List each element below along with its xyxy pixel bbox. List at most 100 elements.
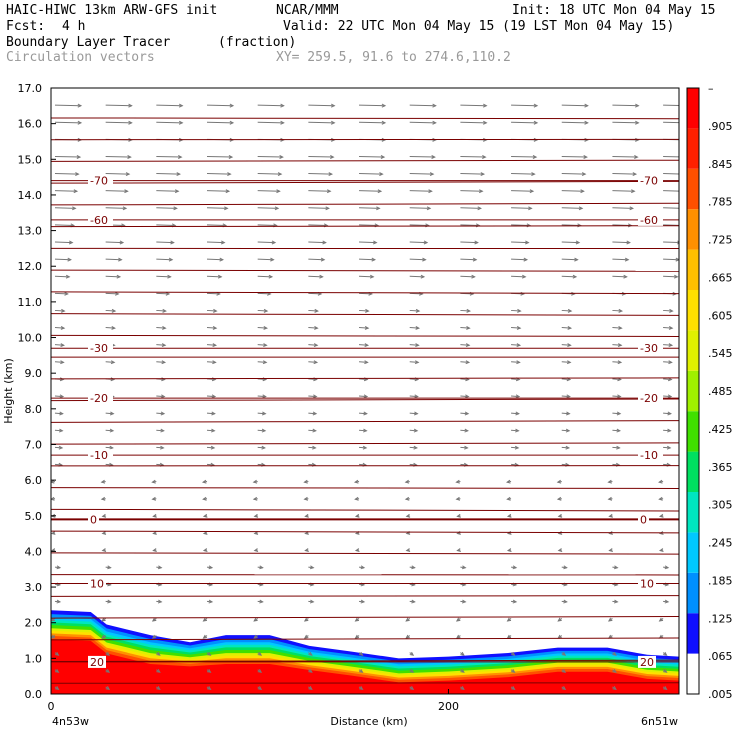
circulation-vector-head xyxy=(162,308,167,313)
circulation-vector xyxy=(257,361,267,363)
circulation-vector-head xyxy=(77,103,83,108)
circulation-vector-head xyxy=(303,617,309,622)
circulation-vector xyxy=(54,207,76,209)
circulation-vector xyxy=(308,361,317,363)
circulation-vector-head xyxy=(474,240,479,245)
circulation-vector-head xyxy=(312,394,318,399)
circulation-vector-head xyxy=(303,479,308,484)
colorbar-swatch xyxy=(687,492,699,533)
colorbar-label: .725 xyxy=(708,234,733,247)
circulation-vector-head xyxy=(73,189,79,194)
circulation-vector-head xyxy=(213,308,218,313)
circulation-vector xyxy=(663,190,679,192)
circulation-vector-head xyxy=(162,325,167,330)
circulation-vector-head xyxy=(529,189,535,194)
circulation-vector-head xyxy=(360,565,366,570)
temperature-contour xyxy=(51,552,679,555)
circulation-vector-head xyxy=(561,651,567,656)
circulation-vector-head xyxy=(565,428,571,433)
circulation-vector xyxy=(54,173,79,175)
circulation-vector xyxy=(359,258,375,261)
circulation-vector-head xyxy=(456,548,461,552)
circulation-vector-head xyxy=(304,513,309,518)
contour-label-bg xyxy=(88,449,113,462)
circulation-vector-head xyxy=(511,668,516,673)
circulation-vector xyxy=(54,275,70,278)
temperature-contour xyxy=(51,117,679,120)
circulation-vector-head xyxy=(320,257,326,262)
circulation-vector-head xyxy=(376,206,381,211)
circulation-vector xyxy=(308,224,328,226)
circulation-vector xyxy=(156,224,176,226)
circulation-vector-head xyxy=(581,172,587,177)
circulation-vector xyxy=(308,344,318,346)
circulation-vector-head xyxy=(212,360,217,365)
circulation-vector xyxy=(409,207,431,209)
circulation-vector-head xyxy=(322,240,327,245)
circulation-vector xyxy=(409,104,436,107)
circulation-vector xyxy=(105,361,115,363)
y-tick-label: 15.0 xyxy=(18,153,43,166)
circulation-vector-head xyxy=(363,428,368,433)
circulation-vector-head xyxy=(567,308,573,313)
circulation-vector-head xyxy=(666,445,672,450)
circulation-vector-head xyxy=(578,206,584,211)
circulation-vector-head xyxy=(360,599,366,604)
y-tick-label: 7.0 xyxy=(25,438,43,451)
circulation-vector xyxy=(359,275,374,278)
circulation-vector xyxy=(612,155,638,158)
colorbar-swatch xyxy=(687,653,699,694)
circulation-vector-head xyxy=(151,634,157,639)
plot-frame xyxy=(50,87,680,695)
circulation-vector-head xyxy=(257,668,263,673)
circulation-vector-head xyxy=(116,274,122,279)
circulation-vector-head xyxy=(414,394,419,399)
circulation-vector xyxy=(460,309,470,312)
circulation-vector xyxy=(206,258,223,261)
y-tick-label: 2.0 xyxy=(25,617,43,630)
circulation-vector xyxy=(156,309,166,312)
circulation-vector xyxy=(663,207,679,209)
circulation-vector xyxy=(409,241,428,244)
circulation-vector-head xyxy=(668,325,674,330)
circulation-vector-head xyxy=(405,513,411,518)
circulation-vector xyxy=(460,446,468,449)
circulation-vector xyxy=(54,258,71,261)
circulation-vector-head xyxy=(59,411,64,416)
x-left-end-label: 4n53w xyxy=(52,715,89,728)
circulation-vector-head xyxy=(217,274,223,279)
circulation-vector xyxy=(359,241,377,244)
circulation-vector-head xyxy=(521,274,527,279)
circulation-vector-head xyxy=(461,599,467,604)
circulation-vector xyxy=(561,241,580,244)
circulation-vector-head xyxy=(261,428,267,433)
circulation-vector-head xyxy=(466,308,471,313)
circulation-vector xyxy=(561,173,586,175)
y-tick-label: 0.0 xyxy=(25,688,43,701)
colorbar-swatch xyxy=(687,290,699,331)
circulation-vector xyxy=(257,121,284,124)
colorbar-swatch xyxy=(687,88,699,129)
circulation-vector xyxy=(54,309,65,312)
circulation-vector xyxy=(308,155,334,158)
circulation-vector xyxy=(308,275,323,278)
circulation-vector-head xyxy=(253,617,258,622)
circulation-vector-head xyxy=(635,103,640,108)
circulation-vector-head xyxy=(455,634,461,639)
x-tick-label: 200 xyxy=(438,700,459,713)
circulation-vector xyxy=(663,104,679,106)
circulation-vector xyxy=(359,190,382,192)
circulation-vector-head xyxy=(567,325,573,330)
circulation-vector-head xyxy=(109,428,115,433)
y-tick-label: 16.0 xyxy=(18,118,43,131)
circulation-vector xyxy=(612,309,622,312)
circulation-vector-head xyxy=(101,617,106,622)
circulation-vector-head xyxy=(371,257,377,262)
circulation-vector-head xyxy=(482,155,487,159)
circulation-vector-head xyxy=(330,155,335,159)
contour-label-bg xyxy=(88,392,113,405)
circulation-vector xyxy=(409,429,418,432)
circulation-vector-head xyxy=(629,206,635,211)
circulation-vector-head xyxy=(111,308,117,313)
